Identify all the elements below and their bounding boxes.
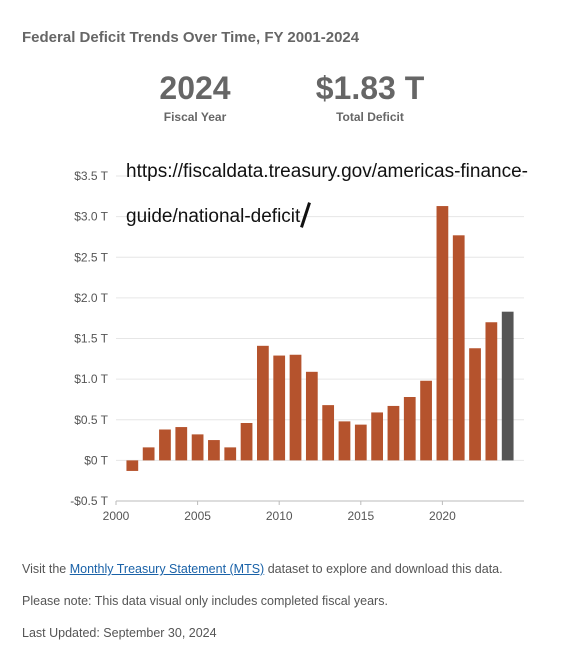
y-tick-label: $1.5 T	[74, 332, 108, 346]
bar-highlight-2024	[501, 311, 514, 461]
bar-2006	[208, 440, 220, 461]
y-tick-label: $2.5 T	[74, 250, 108, 264]
x-tick-label: 2005	[184, 509, 211, 523]
url-line-2-wrap: guide/national-deficit	[126, 194, 578, 239]
bar-2022	[469, 348, 481, 461]
y-tick-label: $1.0 T	[74, 372, 108, 386]
url-overlay: https://fiscaldata.treasury.gov/americas…	[126, 149, 578, 239]
bar-2004	[175, 427, 188, 461]
bar-2019	[420, 380, 432, 461]
bar-2005	[191, 434, 204, 461]
y-tick-label: -$0.5 T	[70, 494, 108, 508]
total-deficit-stat: $1.83 T Total Deficit	[300, 72, 440, 124]
x-tick-label: 2000	[103, 509, 130, 523]
x-tick-label: 2020	[429, 509, 456, 523]
bar-2003	[159, 429, 171, 461]
total-deficit-label: Total Deficit	[336, 110, 404, 124]
deficit-bar-chart: -$0.5 T $0 T $0.5 T $1.0 T $1.5 T $2.0 T $2.5 …	[70, 169, 524, 523]
y-tick-label: $0.5 T	[74, 413, 108, 427]
bar-2010	[273, 355, 286, 461]
bar-2002	[142, 447, 155, 461]
bar-2014	[338, 421, 351, 461]
y-tick-label: $0 T	[84, 453, 108, 467]
footer-completed-years-note: Please note: This data visual only inclu…	[22, 594, 388, 608]
bar-2020	[436, 206, 449, 461]
y-tick-label: $2.0 T	[74, 291, 108, 305]
x-tick-label: 2010	[266, 509, 293, 523]
cursor-mark	[300, 202, 312, 228]
url-line-2: guide/national-deficit	[126, 206, 301, 227]
bar-2015	[354, 424, 367, 461]
y-tick-label: $3.5 T	[74, 169, 108, 183]
bar-2012	[305, 371, 318, 461]
x-tick-label: 2015	[347, 509, 374, 523]
bar-2023	[485, 322, 498, 461]
bar-2009	[257, 345, 269, 461]
fiscal-year-label: Fiscal Year	[163, 110, 227, 124]
chart-title: Federal Deficit Trends Over Time, FY 200…	[22, 29, 360, 46]
url-line-1: https://fiscaldata.treasury.gov/americas…	[126, 161, 528, 182]
bar-2017	[387, 405, 400, 461]
footer-mts-note: Visit the Monthly Treasury Statement (MT…	[22, 562, 503, 576]
bar-2008	[240, 423, 253, 461]
bar-2001	[126, 460, 139, 471]
footer-prefix: Visit the	[22, 562, 70, 576]
fiscal-year-value: 2024	[159, 70, 231, 106]
footer-last-updated: Last Updated: September 30, 2024	[22, 626, 217, 640]
y-tick-label: $3.0 T	[74, 210, 108, 224]
total-deficit-value: $1.83 T	[315, 70, 425, 106]
fiscal-year-stat: 2024 Fiscal Year	[145, 72, 245, 124]
bar-2011	[289, 354, 302, 461]
bar-2013	[322, 405, 335, 461]
bar-2016	[371, 412, 383, 461]
mts-dataset-link[interactable]: Monthly Treasury Statement (MTS)	[69, 562, 265, 576]
bar-2007	[224, 447, 237, 461]
bar-2021	[452, 235, 465, 461]
bar-2018	[403, 397, 416, 461]
footer-suffix: dataset to explore and download this dat…	[264, 562, 503, 576]
